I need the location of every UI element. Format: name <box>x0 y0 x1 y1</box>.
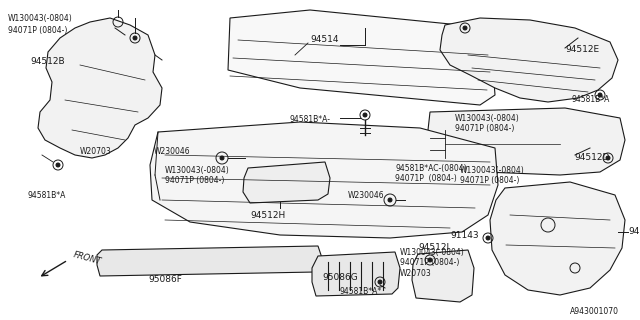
Text: W230046: W230046 <box>348 190 385 199</box>
Circle shape <box>388 198 392 202</box>
Circle shape <box>463 26 467 30</box>
Text: W130043(-0804): W130043(-0804) <box>460 165 525 174</box>
Text: 95086F: 95086F <box>148 276 182 284</box>
Circle shape <box>428 258 432 262</box>
Text: 94581B*A-: 94581B*A- <box>290 116 331 124</box>
Text: 94581B*A: 94581B*A <box>572 95 611 105</box>
Circle shape <box>56 163 60 167</box>
Text: W130043(-0804): W130043(-0804) <box>8 13 73 22</box>
Text: W130043(-0804): W130043(-0804) <box>165 165 230 174</box>
Circle shape <box>378 280 382 284</box>
Polygon shape <box>490 182 625 295</box>
Polygon shape <box>428 108 625 175</box>
Text: 94512B: 94512B <box>30 58 65 67</box>
Polygon shape <box>97 246 322 276</box>
Polygon shape <box>412 250 474 302</box>
Text: W20703: W20703 <box>80 148 112 156</box>
Text: 94071P (0804-): 94071P (0804-) <box>400 259 460 268</box>
Text: 94071P (0804-): 94071P (0804-) <box>455 124 515 133</box>
Circle shape <box>598 93 602 97</box>
Circle shape <box>363 113 367 117</box>
Text: W130043(-0804): W130043(-0804) <box>455 114 520 123</box>
Text: W20703: W20703 <box>400 269 432 278</box>
Text: 94512C: 94512C <box>628 228 640 236</box>
Text: FRONT: FRONT <box>72 250 102 266</box>
Polygon shape <box>38 18 162 158</box>
Circle shape <box>486 236 490 240</box>
Polygon shape <box>228 10 495 105</box>
Polygon shape <box>150 122 498 238</box>
Text: 94512E: 94512E <box>565 45 599 54</box>
Text: 94071P  (0804-): 94071P (0804-) <box>395 174 457 183</box>
Circle shape <box>133 36 137 40</box>
Text: 94071P (0804-): 94071P (0804-) <box>8 26 67 35</box>
Text: 94581B*AC-(0804): 94581B*AC-(0804) <box>395 164 467 172</box>
Text: 94512D: 94512D <box>574 154 609 163</box>
Text: 94581B*A: 94581B*A <box>28 190 67 199</box>
Text: W230046: W230046 <box>154 148 190 156</box>
Text: 95086G: 95086G <box>322 274 358 283</box>
Text: 94512H: 94512H <box>250 211 285 220</box>
Polygon shape <box>312 252 400 296</box>
Polygon shape <box>243 162 330 203</box>
Polygon shape <box>440 18 618 102</box>
Text: W130043(-0804): W130043(-0804) <box>400 247 465 257</box>
Text: A943001070: A943001070 <box>570 308 619 316</box>
Text: 94514: 94514 <box>310 36 339 44</box>
Text: 94071P (0804-): 94071P (0804-) <box>165 177 225 186</box>
Circle shape <box>606 156 610 160</box>
Circle shape <box>220 156 224 160</box>
Text: 91143: 91143 <box>450 230 479 239</box>
Text: 94581B*A*: 94581B*A* <box>340 287 382 297</box>
Text: 94071P (0804-): 94071P (0804-) <box>460 177 520 186</box>
Text: 94512I: 94512I <box>418 244 449 252</box>
